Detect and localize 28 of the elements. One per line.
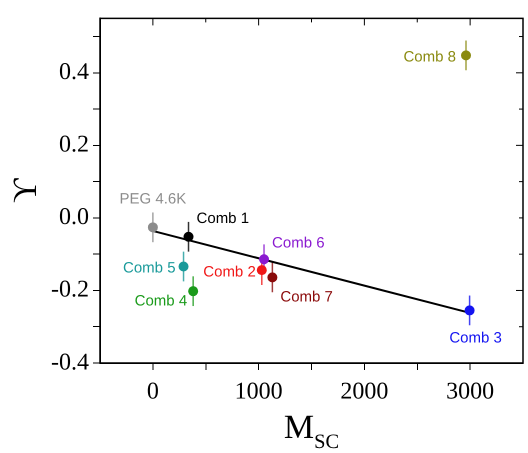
x-tick-label: 1000 [234, 378, 283, 405]
point [178, 262, 189, 272]
point [148, 222, 158, 232]
point [256, 265, 267, 276]
series-label: Comb 5 [123, 260, 176, 277]
y-tick-label: 0.2 [59, 132, 89, 158]
x-tick-label: 3000 [446, 378, 494, 405]
point [188, 286, 198, 296]
point [461, 50, 471, 60]
point [464, 305, 475, 316]
y-tick-label: -0.2 [51, 276, 89, 303]
series-label: Comb 6 [272, 234, 325, 252]
series-label: Comb 2 [203, 263, 256, 280]
x-tick-label: 0 [146, 378, 159, 405]
series-label: Comb 8 [403, 48, 456, 66]
y-tick-label: -0.4 [51, 349, 89, 376]
series-label: Comb 4 [134, 292, 188, 310]
series-label: Comb 3 [449, 330, 502, 347]
y-tick-label: 0.0 [59, 204, 89, 230]
series-label: Comb 7 [280, 288, 333, 306]
series-label: PEG 4.6K [120, 190, 186, 208]
point [259, 254, 270, 264]
series-label: Comb 1 [196, 210, 250, 227]
point [267, 272, 278, 282]
x-tick-label: 2000 [340, 378, 388, 405]
y-axis-title: ϒ [7, 178, 44, 203]
point [184, 232, 194, 242]
y-tick-label: 0.4 [59, 59, 89, 86]
